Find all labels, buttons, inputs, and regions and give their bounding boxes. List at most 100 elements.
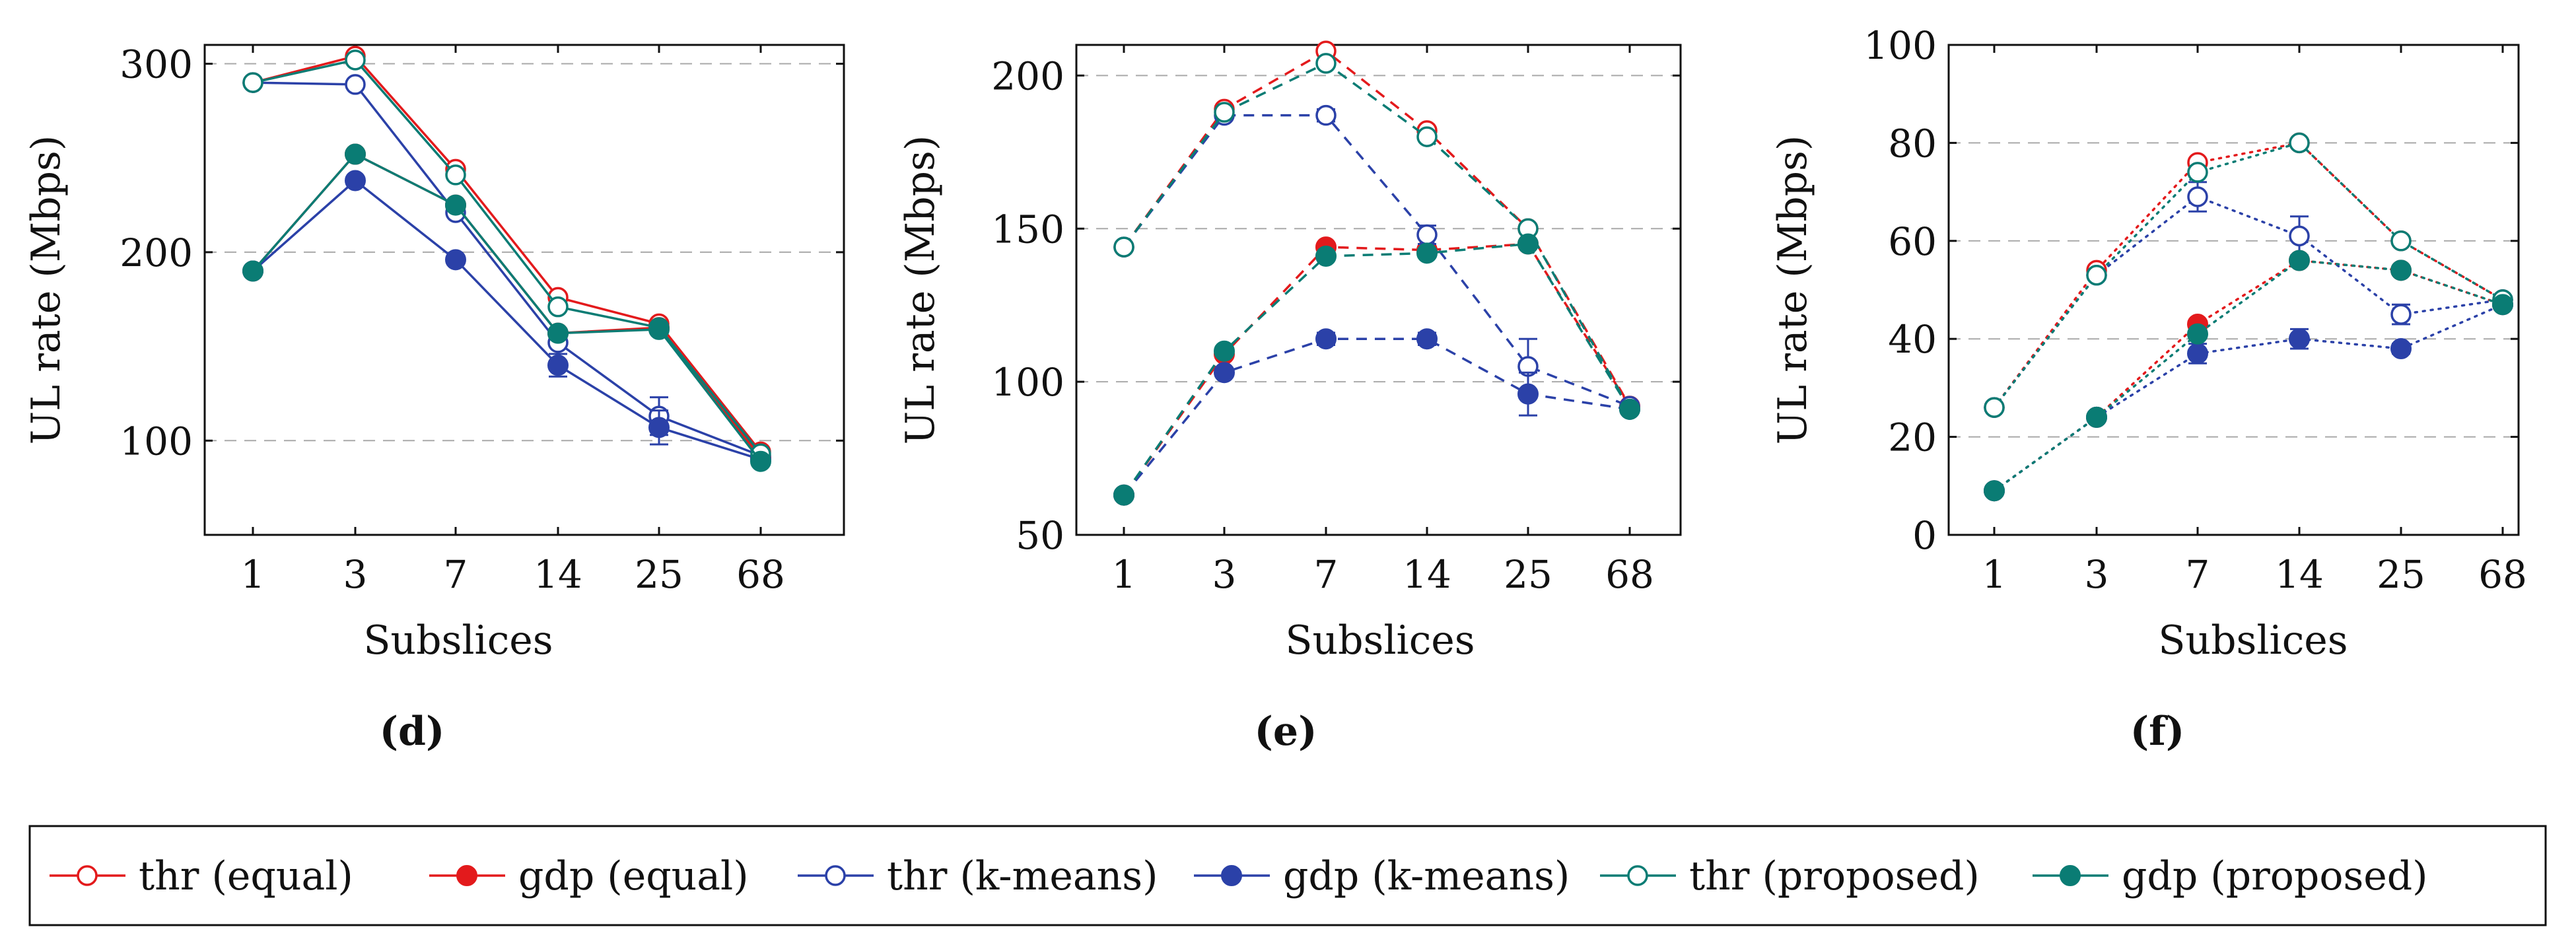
legend-swatch-marker bbox=[825, 865, 846, 886]
panel-d-x-tick-label: 25 bbox=[635, 552, 683, 597]
data-point-gdp_kmeans bbox=[445, 249, 466, 271]
series-line-gdp_equal bbox=[252, 153, 762, 459]
panel-d-x-tick-label: 7 bbox=[444, 552, 468, 597]
data-point-gdp_proposed bbox=[1416, 242, 1438, 264]
panel-d-x-tick-label: 68 bbox=[736, 552, 785, 597]
data-point-thr_kmeans bbox=[2187, 186, 2208, 207]
legend-label: thr (k-means) bbox=[887, 853, 1158, 899]
panel-f-y-tick-label: 20 bbox=[1888, 415, 1937, 460]
data-point-thr_proposed bbox=[1214, 102, 1235, 123]
panel-f-y-tick-label: 60 bbox=[1888, 219, 1937, 264]
panel-e-y-axis-label: UL rate (Mbps) bbox=[897, 135, 944, 445]
data-point-thr_kmeans bbox=[2390, 304, 2412, 325]
data-point-gdp_proposed bbox=[1113, 484, 1134, 506]
panel-f-frame bbox=[1947, 44, 2520, 536]
legend-swatch-marker bbox=[456, 865, 477, 886]
panel-f-x-tick-label: 3 bbox=[2085, 552, 2109, 597]
data-point-thr_proposed bbox=[242, 72, 263, 93]
panel-e-x-ticks: 1 3 7 14 25 68 bbox=[1112, 45, 1654, 597]
panel-f-x-tick-label: 25 bbox=[2377, 552, 2425, 597]
legend-label: gdp (k-means) bbox=[1283, 853, 1570, 899]
data-point-gdp_proposed bbox=[648, 318, 670, 340]
panel-f-y-tick-label: 0 bbox=[1912, 513, 1937, 558]
series-line-gdp_kmeans bbox=[1993, 303, 2504, 492]
legend-swatch-marker bbox=[77, 865, 98, 886]
series-line-thr_proposed bbox=[1123, 62, 1631, 410]
series-line-gdp_proposed bbox=[252, 153, 762, 462]
series-line-thr_kmeans bbox=[252, 81, 761, 457]
series-line-thr_equal bbox=[252, 55, 762, 453]
panel-e-x-axis-label: Subslices bbox=[1285, 617, 1475, 664]
legend-box bbox=[28, 825, 2547, 926]
data-point-gdp_proposed bbox=[1214, 340, 1235, 362]
data-point-gdp_proposed bbox=[1517, 233, 1539, 255]
data-point-gdp_kmeans bbox=[1517, 383, 1539, 405]
panel-e-y-tick-label: 200 bbox=[991, 53, 1064, 98]
panel-f-x-tick-label: 14 bbox=[2275, 552, 2324, 597]
panel-f-grid bbox=[1949, 142, 2519, 438]
data-point-gdp_proposed bbox=[242, 260, 263, 282]
legend: thr (equal) gdp (equal) thr (k-means) gdp (… bbox=[28, 825, 2547, 926]
panel-e-x-tick-label: 14 bbox=[1403, 552, 1451, 597]
series-line-thr_equal bbox=[1993, 141, 2504, 409]
data-point-gdp_kmeans bbox=[1214, 362, 1235, 384]
legend-label: thr (proposed) bbox=[1689, 853, 1980, 899]
legend-items: thr (equal) gdp (equal) thr (k-means) gdp (… bbox=[50, 853, 2428, 899]
legend-label: gdp (equal) bbox=[518, 853, 749, 899]
panel-d-y-tick-label: 300 bbox=[120, 42, 193, 87]
legend-label: gdp (proposed) bbox=[2122, 853, 2428, 899]
panel-f-caption: (f) bbox=[2130, 709, 2185, 755]
panel-f-y-tick-label: 100 bbox=[1863, 23, 1937, 68]
series-line-gdp_equal bbox=[1993, 259, 2504, 492]
panel-f-x-ticks: 1 3 7 14 25 68 bbox=[1982, 45, 2527, 597]
data-point-gdp_proposed bbox=[345, 143, 366, 165]
panel-d-x-tick-label: 3 bbox=[343, 552, 368, 597]
data-point-gdp_kmeans bbox=[2390, 338, 2412, 360]
panel-f-y-tick-label: 40 bbox=[1888, 317, 1937, 362]
data-point-gdp_kmeans bbox=[1315, 328, 1337, 350]
data-point-gdp_kmeans bbox=[1416, 328, 1438, 350]
data-point-thr_proposed bbox=[445, 164, 466, 186]
panel-d-caption: (d) bbox=[380, 709, 445, 755]
panel-d-x-axis-label: Subslices bbox=[363, 617, 553, 664]
legend-swatch-marker bbox=[1221, 865, 1242, 886]
series-line-thr_kmeans bbox=[1993, 195, 2504, 409]
data-point-gdp_proposed bbox=[1315, 245, 1337, 267]
data-point-thr_proposed bbox=[1984, 397, 2005, 418]
data-point-gdp_proposed bbox=[2289, 250, 2310, 271]
panel-d-y-ticks: 100 200 300 bbox=[120, 42, 844, 464]
panel-f-y-ticks: 0 20 40 60 80 100 bbox=[1863, 23, 2519, 558]
panel-e-y-ticks: 50 100 150 200 bbox=[991, 53, 1681, 558]
data-point-thr_proposed bbox=[1416, 126, 1438, 147]
panel-e-y-tick-label: 50 bbox=[1016, 513, 1064, 558]
panel-e-y-tick-label: 150 bbox=[991, 207, 1064, 252]
legend-swatch-marker bbox=[2060, 865, 2081, 886]
data-point-gdp_kmeans bbox=[2289, 328, 2310, 350]
panel-e-x-tick-label: 25 bbox=[1504, 552, 1552, 597]
panel-d-series bbox=[242, 46, 771, 472]
data-point-gdp_proposed bbox=[750, 450, 771, 472]
series-line-thr_proposed bbox=[1993, 141, 2504, 409]
data-point-gdp_kmeans bbox=[547, 355, 569, 376]
panel-d-y-axis-label: UL rate (Mbps) bbox=[23, 135, 69, 445]
panel-e-y-tick-label: 100 bbox=[991, 360, 1064, 405]
panel-e-series bbox=[1113, 40, 1640, 506]
data-point-thr_proposed bbox=[2390, 230, 2412, 252]
data-point-thr_proposed bbox=[2086, 264, 2107, 286]
panel-d-grid bbox=[205, 63, 844, 442]
panel-d: 100 200 300 1 3 7 14 25 68 UL rate (Mbps) Subsl… bbox=[23, 42, 845, 755]
data-point-gdp_proposed bbox=[2187, 323, 2208, 345]
panel-f-x-axis-label: Subslices bbox=[2158, 617, 2348, 664]
panel-d-x-ticks: 1 3 7 14 25 68 bbox=[241, 45, 785, 597]
panel-f-series bbox=[1984, 132, 2513, 502]
panel-f-y-axis-label: UL rate (Mbps) bbox=[1770, 135, 1816, 445]
data-point-thr_kmeans bbox=[345, 74, 366, 95]
data-point-gdp_proposed bbox=[547, 322, 569, 344]
panel-e: 50 100 150 200 1 3 7 14 25 68 UL rate (Mbps) Sub… bbox=[897, 40, 1682, 755]
data-point-thr_proposed bbox=[2289, 132, 2310, 154]
data-point-gdp_proposed bbox=[2390, 260, 2412, 281]
data-point-gdp_proposed bbox=[1619, 398, 1640, 420]
data-point-gdp_proposed bbox=[1984, 480, 2005, 502]
panel-f-x-tick-label: 7 bbox=[2186, 552, 2210, 597]
